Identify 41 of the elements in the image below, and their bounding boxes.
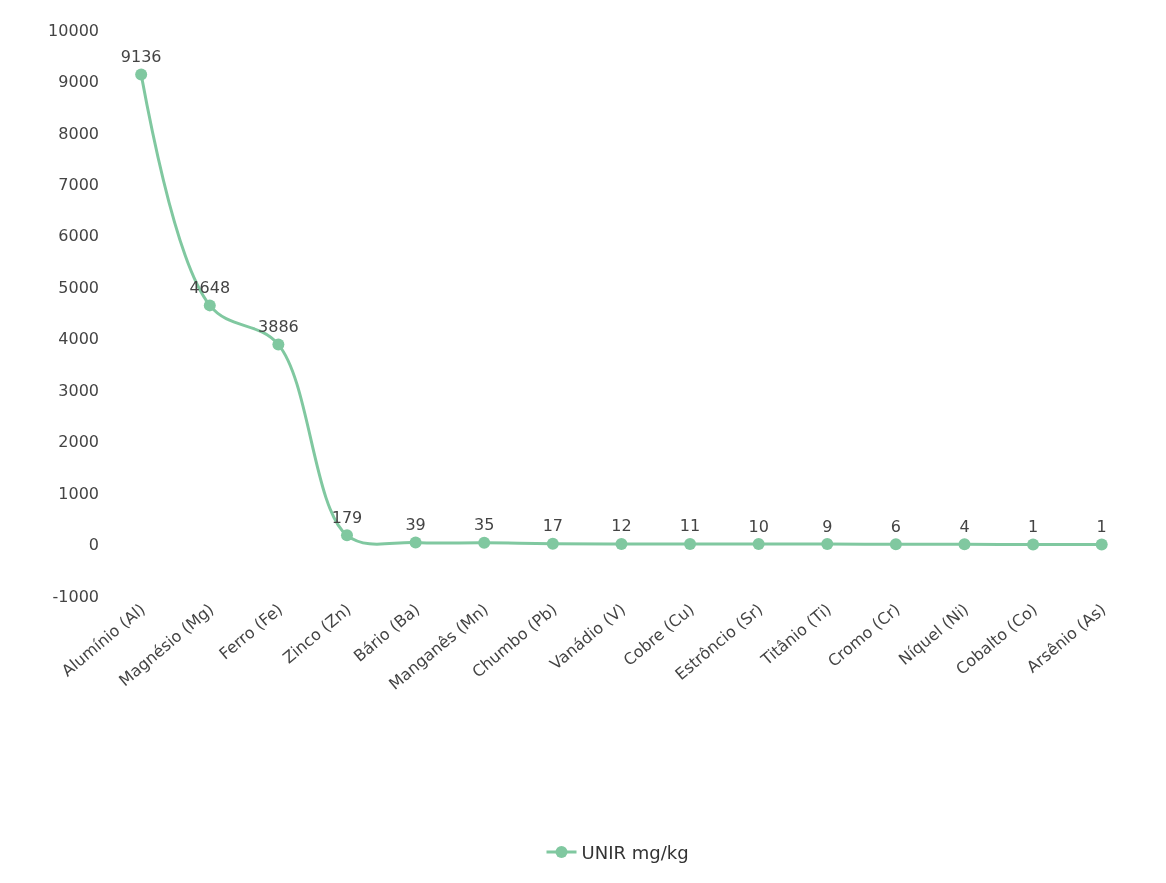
point — [203, 299, 216, 312]
point — [752, 538, 765, 551]
y-tick-label: 3000 — [58, 380, 99, 400]
data-label: 1 — [1096, 516, 1107, 536]
data-label: 17 — [542, 516, 563, 536]
point — [409, 536, 422, 549]
y-tick-label: 2000 — [58, 432, 99, 452]
point — [546, 537, 559, 550]
data-label: 3886 — [258, 317, 299, 337]
y-tick-label: 10000 — [48, 20, 99, 40]
y-tick-label: 0 — [88, 535, 99, 555]
point — [272, 338, 285, 351]
y-tick-label: 1000 — [58, 483, 99, 503]
y-tick-label: 9000 — [58, 72, 99, 92]
data-label: 10 — [748, 516, 769, 536]
point — [684, 537, 697, 550]
data-label: 39 — [405, 515, 426, 535]
data-label: 9136 — [120, 46, 162, 66]
y-tick-label: 5000 — [58, 277, 99, 297]
legend-label: UNIR mg/kg — [581, 841, 689, 863]
data-label: 6 — [890, 516, 901, 536]
data-label: 4 — [959, 516, 970, 536]
y-tick-label: 7000 — [58, 174, 99, 194]
point — [1095, 538, 1108, 551]
data-label: 35 — [474, 515, 495, 535]
point — [1027, 538, 1040, 551]
data-label: 1 — [1028, 516, 1039, 536]
y-tick-label: -1000 — [52, 586, 99, 606]
data-label: 12 — [611, 516, 632, 536]
point — [958, 538, 971, 551]
data-label: 11 — [679, 516, 701, 536]
data-label: 9 — [822, 516, 833, 536]
point — [341, 529, 353, 542]
point — [478, 536, 491, 549]
y-tick-label: 4000 — [58, 329, 99, 349]
y-tick-label: 6000 — [58, 226, 99, 246]
point — [821, 538, 834, 551]
y-tick-label: 8000 — [58, 123, 99, 143]
point — [615, 537, 628, 550]
point — [889, 538, 902, 551]
point — [135, 68, 148, 81]
